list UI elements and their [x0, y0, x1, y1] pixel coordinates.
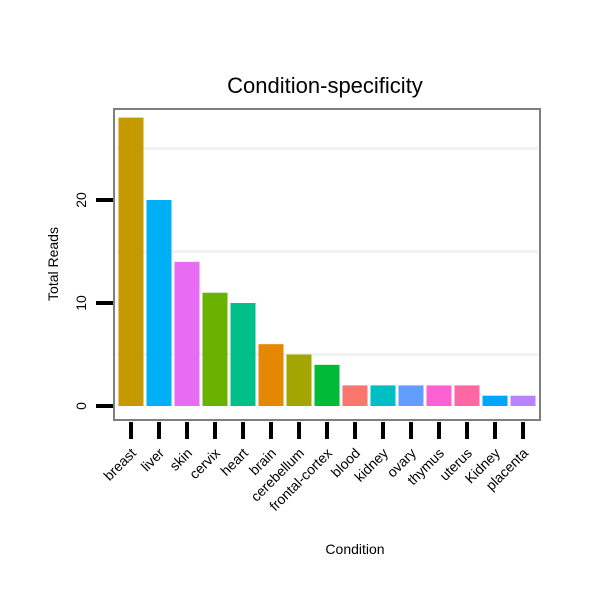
bar-liver	[146, 200, 172, 406]
bar-uterus	[454, 385, 480, 406]
chart-title: Condition-specificity	[227, 73, 423, 98]
y-tick-label: 10	[73, 295, 89, 311]
bar-kidney	[370, 385, 396, 406]
bar-ovary	[398, 385, 424, 406]
bar-cervix	[202, 292, 228, 406]
bars	[118, 117, 536, 406]
x-tick-label: cervix	[186, 445, 223, 482]
y-axis-label: Total Reads	[45, 227, 61, 301]
bar-blood	[342, 385, 368, 406]
x-tick-label: heart	[217, 445, 251, 479]
bar-placenta	[510, 395, 536, 406]
x-axis-label: Condition	[325, 541, 384, 557]
y-tick-label: 20	[73, 192, 89, 208]
y-axis: 0 10 20	[73, 192, 113, 410]
plot-panel-border	[113, 108, 541, 421]
bar-brain	[258, 344, 284, 406]
bar-cerebellum	[286, 354, 312, 406]
x-tick-label: liver	[138, 445, 168, 475]
x-tick-label: breast	[100, 445, 139, 484]
bar-frontal-cortex	[314, 364, 340, 406]
bar-kidney	[482, 395, 508, 406]
bar-breast	[118, 117, 144, 406]
y-tick-label: 0	[73, 402, 89, 410]
bar-thymus	[426, 385, 452, 406]
bar-heart	[230, 303, 256, 406]
bar-skin	[174, 261, 200, 406]
